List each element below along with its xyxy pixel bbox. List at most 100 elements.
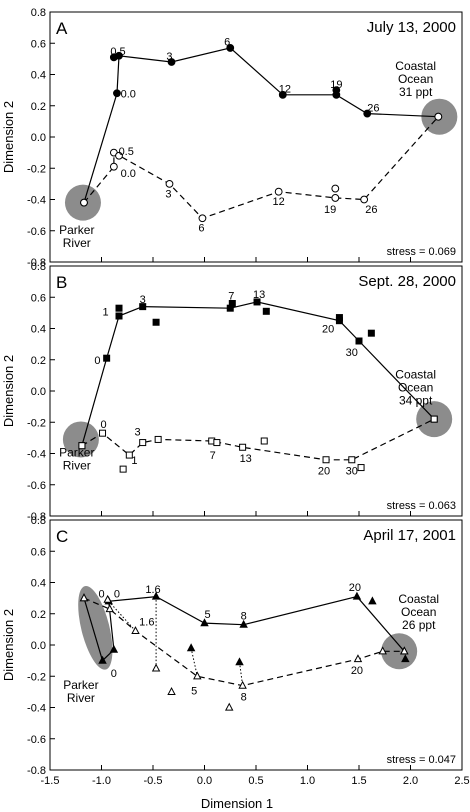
point-label: 20 (351, 665, 363, 677)
y-tick-label: 0.4 (31, 70, 46, 82)
x-tick-label: 0.5 (248, 775, 263, 787)
data-point-open-square (154, 435, 162, 443)
y-tick-label: 0.0 (31, 386, 46, 398)
panel-title: Sept. 28, 2000 (358, 273, 456, 290)
data-point-filled-triangle (352, 591, 362, 600)
panel-c: -0.8 -0.6 -0.4 -0.2 0.0 0.2 0.4 0.6 0.8 -1.5 -1.0 -… (1, 515, 470, 787)
data-point-filled-square (367, 329, 375, 337)
panel-letter: A (56, 19, 68, 38)
point-label: 0.0 (121, 168, 136, 180)
coastal-ocean-label: Ocean (401, 605, 436, 619)
stress-value: stress = 0.047 (387, 754, 456, 766)
point-label: 19 (330, 79, 342, 91)
y-tick-label: 0.0 (31, 132, 46, 144)
point-label: 0.5 (119, 146, 134, 158)
data-point-open-square (213, 439, 221, 447)
data-point-filled-triangle (109, 644, 119, 653)
panel-title: April 17, 2001 (363, 527, 456, 544)
point-label: 5 (205, 609, 211, 621)
point-label: 3 (165, 188, 171, 200)
y-tick-label: 0.0 (31, 640, 46, 652)
y-tick-label: -0.4 (27, 703, 46, 715)
data-point-open-circle (274, 187, 283, 196)
y-tick-label: -0.6 (27, 734, 46, 746)
data-point-filled-square (253, 298, 261, 306)
point-label: 12 (273, 196, 285, 208)
coastal-ocean-label: 31 ppt (399, 85, 433, 99)
series-line-dashed (83, 597, 405, 687)
data-point-open-circle (360, 195, 369, 204)
data-point-filled-circle (278, 90, 287, 99)
data-point-open-circle (434, 112, 443, 121)
point-label: 0 (111, 668, 117, 680)
data-point-open-circle (198, 214, 207, 223)
point-label: 5 (191, 685, 197, 697)
x-tick-label: 2.0 (403, 775, 418, 787)
y-tick-label: 0.6 (31, 38, 46, 50)
data-point-filled-square (228, 300, 236, 307)
data-point-open-square (260, 437, 268, 445)
data-point-open-square (348, 456, 356, 464)
data-point-open-square (78, 442, 86, 450)
point-label: 30 (346, 347, 358, 359)
data-point-open-square (322, 456, 330, 464)
series-line-dashed (81, 418, 435, 461)
data-point-open-circle (331, 194, 340, 202)
point-label: 12 (279, 84, 291, 96)
parker-river-label: Parker (59, 446, 94, 460)
data-point-filled-triangle (368, 596, 377, 605)
data-point-open-triangle (79, 593, 89, 602)
data-point-open-square (430, 415, 438, 423)
data-point-open-triangle (238, 680, 247, 689)
y-tick-label: 0.2 (31, 609, 46, 621)
data-point-filled-circle (226, 44, 235, 52)
data-point-filled-square (355, 337, 363, 345)
data-point-open-triangle (105, 604, 114, 613)
panel-a: -0.8 -0.6 -0.4 -0.2 0.0 0.2 0.4 0.6 0.8 Dimension… (1, 7, 463, 269)
data-point-open-circle (109, 162, 118, 171)
data-point-filled-triangle (151, 591, 161, 600)
data-point-filled-triangle (186, 643, 196, 652)
point-label: 20 (318, 466, 330, 478)
data-point-filled-circle (115, 51, 123, 60)
parker-river-zone (62, 421, 99, 458)
y-tick-label: -0.8 (27, 511, 46, 523)
data-point-open-triangle (103, 594, 112, 603)
data-point-filled-square (103, 354, 111, 362)
data-point-filled-square (139, 303, 147, 311)
data-point-open-triangle (193, 671, 202, 680)
series-line-solid (83, 595, 405, 662)
y-axis-label: Dimension 2 (1, 101, 16, 173)
data-point-open-circle (165, 179, 174, 188)
y-tick-label: 0.8 (31, 261, 46, 273)
x-tick-label: -1.5 (41, 775, 60, 787)
data-point-filled-square (262, 307, 270, 315)
parker-river-label: Parker (59, 223, 94, 237)
parker-river-label: Parker (63, 678, 98, 692)
panel-title: July 13, 2000 (367, 19, 456, 36)
point-label: 8 (241, 610, 247, 622)
y-tick-label: -0.6 (27, 480, 46, 492)
coastal-ocean-label: Coastal (395, 59, 436, 73)
x-tick-label: 1.5 (351, 775, 366, 787)
point-label: 13 (240, 453, 252, 465)
stress-value: stress = 0.063 (387, 500, 456, 512)
data-point-open-circle (115, 151, 123, 160)
point-label: 1.6 (145, 584, 160, 596)
point-label: 0 (100, 419, 106, 431)
data-point-open-triangle (224, 702, 234, 711)
y-tick-label: 0.8 (31, 515, 46, 527)
data-point-filled-square (115, 312, 123, 320)
connector-line (108, 600, 136, 632)
point-label: 0 (114, 588, 120, 600)
series-line-dashed (83, 116, 439, 219)
y-tick-label: -0.8 (27, 257, 46, 269)
point-label: 6 (224, 37, 230, 49)
point-label: 6 (198, 223, 204, 235)
data-point-open-triangle (131, 626, 140, 635)
point-label: 13 (253, 289, 265, 301)
point-label: 20 (322, 324, 334, 336)
point-label: 3 (140, 294, 146, 306)
point-label: 26 (365, 204, 377, 216)
data-point-open-triangle (400, 646, 409, 655)
